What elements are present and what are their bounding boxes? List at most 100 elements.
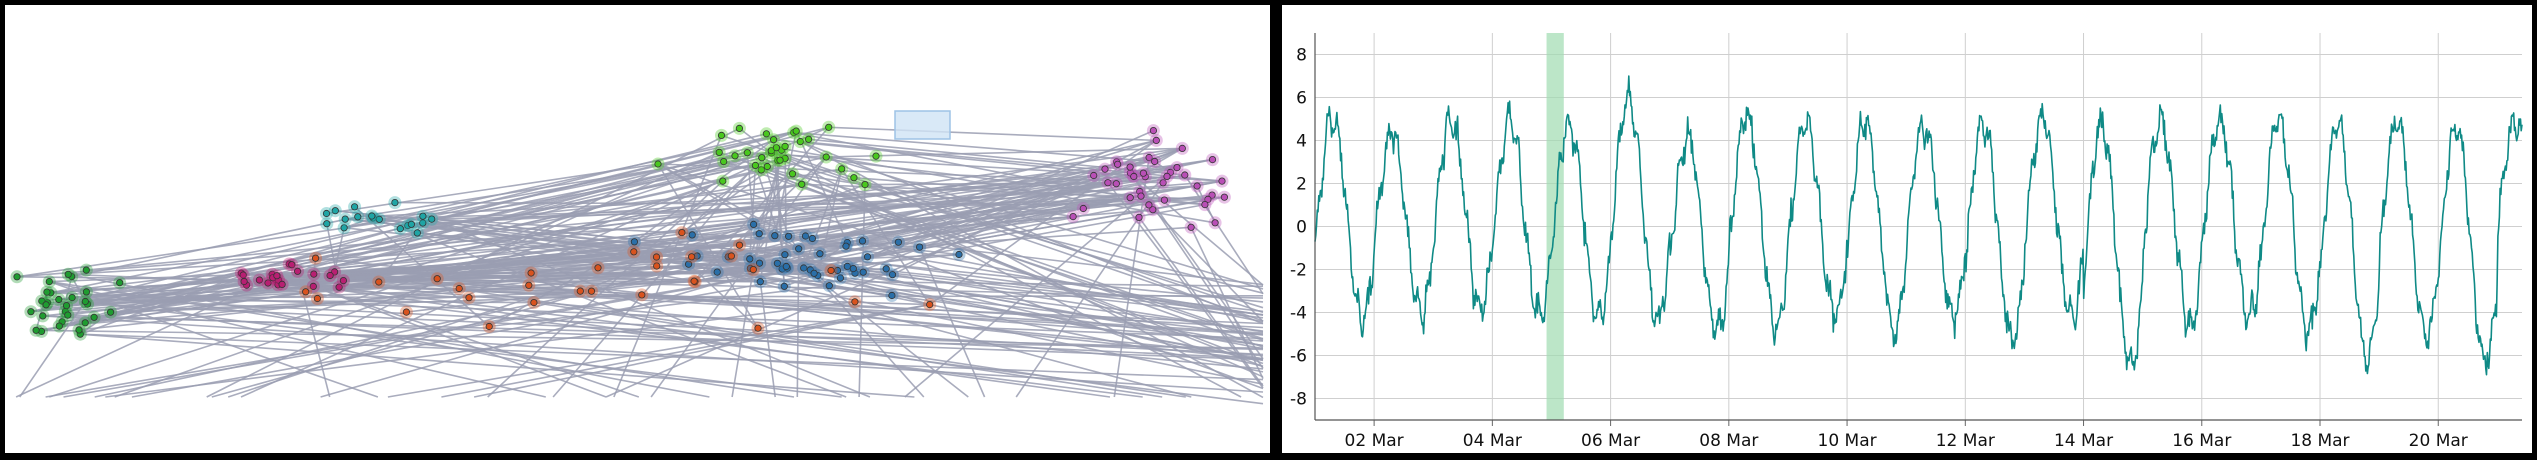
graph-node[interactable] [753, 275, 767, 289]
graph-node[interactable] [275, 277, 289, 291]
graph-node[interactable] [746, 263, 760, 277]
graph-node[interactable] [627, 235, 641, 249]
graph-node[interactable] [365, 209, 379, 223]
graph-node[interactable] [61, 308, 75, 322]
graph-node[interactable] [351, 210, 365, 224]
graph-node[interactable] [337, 221, 351, 235]
graph-node[interactable] [372, 212, 386, 226]
graph-node[interactable] [336, 274, 350, 288]
graph-node[interactable] [40, 285, 54, 299]
graph-node[interactable] [687, 274, 701, 288]
graph-node[interactable] [885, 289, 899, 302]
graph-node[interactable] [1215, 174, 1229, 188]
graph-node[interactable] [752, 227, 766, 241]
graph-node[interactable] [743, 252, 757, 266]
graph-node[interactable] [393, 222, 407, 236]
graph-node[interactable] [856, 265, 870, 279]
graph-node[interactable] [1134, 189, 1148, 203]
graph-node[interactable] [388, 196, 402, 210]
graph-node[interactable] [795, 177, 809, 191]
graph-node[interactable] [1157, 193, 1171, 207]
graph-node[interactable] [1170, 161, 1184, 175]
graph-node[interactable] [1198, 198, 1212, 212]
graph-node[interactable] [285, 258, 299, 272]
graph-node[interactable] [1109, 177, 1123, 191]
graph-node[interactable] [1098, 162, 1112, 176]
graph-node[interactable] [104, 305, 118, 319]
graph-node[interactable] [29, 323, 43, 337]
graph-node[interactable] [755, 151, 769, 165]
graph-node[interactable] [399, 305, 413, 319]
graph-node[interactable] [769, 141, 783, 155]
graph-node[interactable] [789, 124, 803, 138]
graph-node[interactable] [1127, 170, 1141, 183]
graph-node[interactable] [952, 248, 966, 261]
graph-node[interactable] [404, 217, 418, 231]
graph-node[interactable] [833, 271, 847, 285]
graph-node[interactable] [779, 260, 793, 273]
graph-node[interactable] [732, 121, 746, 135]
graph-node[interactable] [778, 248, 792, 262]
graph-node[interactable] [651, 157, 665, 171]
graph-node[interactable] [807, 266, 821, 280]
graph-node[interactable] [527, 296, 541, 310]
graph-node[interactable] [416, 216, 430, 230]
graph-node[interactable] [846, 262, 860, 276]
graph-node[interactable] [793, 135, 807, 149]
graph-node[interactable] [891, 235, 905, 249]
graph-node[interactable] [87, 310, 101, 324]
graph-node[interactable] [310, 292, 324, 305]
graph-node[interactable] [747, 217, 761, 231]
graph-node[interactable] [797, 261, 811, 275]
graph-node[interactable] [306, 279, 320, 293]
graph-node[interactable] [760, 160, 774, 173]
graph-node[interactable] [728, 149, 742, 163]
graph-node[interactable] [591, 261, 605, 275]
graph-node[interactable] [61, 267, 75, 281]
graph-node[interactable] [792, 242, 806, 256]
graph-node[interactable] [770, 256, 784, 270]
graph-node[interactable] [320, 207, 333, 220]
graph-node[interactable] [462, 291, 476, 305]
graph-node[interactable] [60, 299, 73, 313]
graph-node[interactable] [802, 132, 816, 146]
graph-node[interactable] [1111, 157, 1125, 171]
graph-node[interactable] [710, 265, 724, 279]
graph-node[interactable] [751, 321, 765, 335]
graph-node[interactable] [685, 250, 699, 264]
graph-node[interactable] [733, 238, 746, 252]
graph-node[interactable] [1208, 216, 1222, 230]
graph-node[interactable] [372, 275, 386, 289]
graph-node[interactable] [913, 240, 927, 254]
graph-node[interactable] [1066, 210, 1080, 224]
graph-node[interactable] [270, 269, 284, 283]
graph-node[interactable] [1146, 124, 1160, 138]
graph-node[interactable] [768, 229, 782, 243]
graph-node[interactable] [759, 127, 773, 141]
graph-node[interactable] [782, 229, 796, 243]
graph-node[interactable] [635, 288, 649, 302]
graph-node[interactable] [79, 263, 93, 277]
graph-node[interactable] [1160, 169, 1174, 183]
graph-node[interactable] [252, 273, 266, 287]
graph-node[interactable] [1123, 160, 1137, 174]
graph-node[interactable] [650, 250, 663, 264]
graph-node[interactable] [1076, 202, 1090, 215]
graph-node[interactable] [52, 293, 66, 306]
graph-node[interactable] [1149, 133, 1163, 147]
graph-node[interactable] [869, 149, 883, 163]
graph-node[interactable] [786, 167, 799, 181]
graph-node[interactable] [767, 133, 781, 147]
graph-node[interactable] [685, 228, 699, 242]
graph-node[interactable] [799, 229, 812, 243]
graph-node[interactable] [78, 295, 92, 308]
graph-node[interactable] [1136, 166, 1150, 180]
graph-node[interactable] [299, 285, 313, 299]
graph-node[interactable] [522, 278, 536, 292]
graph-node[interactable] [328, 204, 342, 218]
graph-node[interactable] [1101, 176, 1115, 190]
graph-node[interactable] [52, 319, 66, 333]
graph-node[interactable] [1184, 220, 1198, 234]
graph-node[interactable] [682, 257, 696, 271]
graph-node[interactable] [65, 291, 79, 305]
